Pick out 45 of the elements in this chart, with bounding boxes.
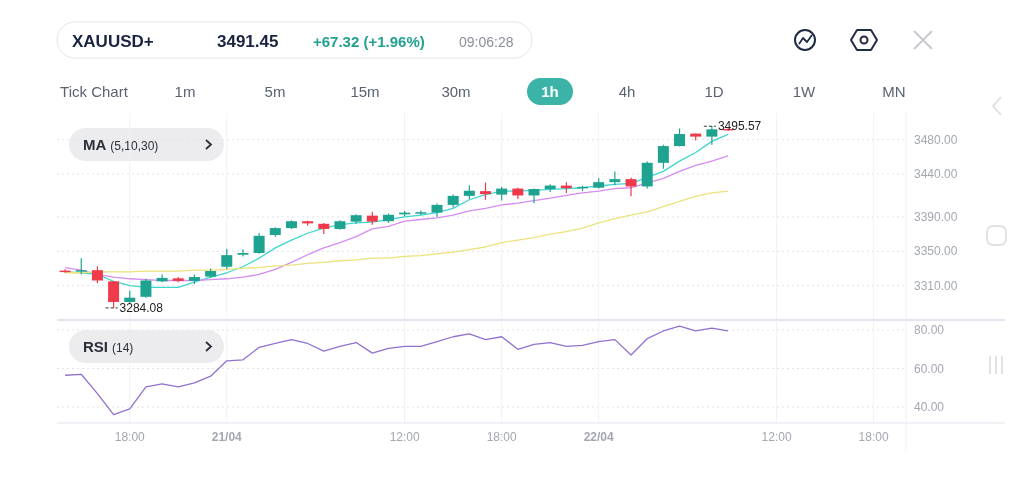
- text: 3491.45: [217, 32, 279, 51]
- y-tick-label: 40.00: [914, 400, 945, 415]
- annotation: MA (5,10,30): [83, 136, 159, 153]
- y-tick-label: 3350.00: [914, 244, 958, 259]
- x-tick-label: 12:00: [389, 430, 420, 444]
- annotation: 3495.57: [717, 119, 762, 134]
- candlestick: [108, 280, 120, 309]
- candlestick: [253, 232, 265, 255]
- text: 5m: [264, 83, 286, 100]
- x-tick-label: 21/04: [211, 430, 243, 444]
- text: 1W: [792, 83, 817, 100]
- candlestick: [221, 248, 233, 270]
- x-tick-label: 18:00: [486, 430, 518, 444]
- text: 1D: [704, 83, 724, 100]
- candlestick: [625, 176, 637, 197]
- x-tick-label: 12:00: [761, 430, 792, 444]
- text: Tick Chart: [60, 83, 129, 100]
- chart-title: XAUUSD+: [72, 32, 154, 51]
- text: 1h: [541, 83, 559, 100]
- text: 4h: [618, 83, 636, 100]
- y-tick-label: 3480.00: [914, 132, 958, 147]
- line-series: [64, 155, 729, 282]
- candlestick: [237, 248, 249, 258]
- y-tick-label: 3310.00: [914, 278, 958, 293]
- y-tick-label: 60.00: [914, 361, 945, 376]
- candlestick: [641, 160, 653, 190]
- text: MN: [882, 83, 906, 100]
- y-tick-label: 3390.00: [914, 209, 958, 224]
- x-tick-label: 18:00: [858, 430, 889, 444]
- text: 09:06:28: [459, 34, 514, 50]
- x-tick-label: 18:00: [114, 430, 146, 444]
- line-series: [64, 325, 729, 416]
- candlestick: [140, 278, 152, 299]
- candlestick: [657, 144, 669, 170]
- y-tick-label: 3440.00: [914, 166, 958, 181]
- text: 30m: [441, 83, 471, 100]
- text: 15m: [350, 83, 380, 100]
- candlestick: [609, 170, 621, 186]
- annotation: 3284.08: [119, 300, 164, 315]
- text: +67.32 (+1.96%): [313, 33, 425, 50]
- x-tick-label: 22/04: [583, 430, 615, 444]
- y-tick-label: 80.00: [914, 323, 945, 338]
- text: 1m: [174, 83, 196, 100]
- candlestick: [706, 125, 718, 146]
- annotation: RSI (14): [83, 338, 134, 355]
